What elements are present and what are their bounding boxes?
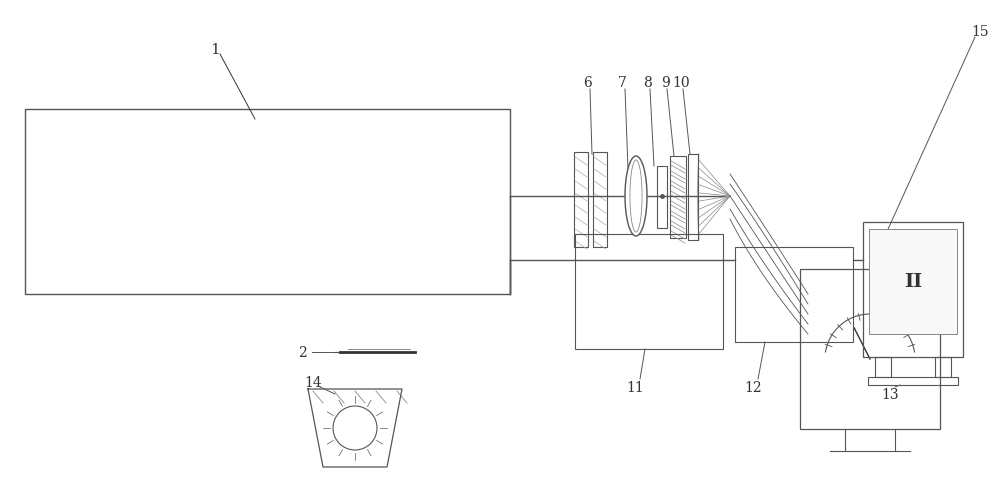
Bar	[868, 377, 958, 385]
Bar	[593, 153, 607, 247]
Text: 10: 10	[672, 76, 690, 90]
Ellipse shape	[630, 161, 642, 232]
Text: 15: 15	[971, 25, 989, 39]
Text: 2: 2	[298, 346, 306, 359]
Bar	[800, 269, 940, 429]
Text: 8: 8	[644, 76, 652, 90]
Bar	[869, 229, 957, 334]
Bar	[863, 223, 963, 357]
Bar	[688, 155, 698, 241]
Text: 14: 14	[304, 375, 322, 389]
Text: 7: 7	[618, 76, 626, 90]
Text: II: II	[904, 272, 922, 290]
Bar	[935, 357, 951, 377]
Text: 6: 6	[583, 76, 591, 90]
Bar	[875, 357, 891, 377]
Bar	[25, 110, 510, 294]
Text: 1: 1	[210, 43, 220, 57]
Text: 9: 9	[661, 76, 669, 90]
Ellipse shape	[625, 157, 647, 237]
Bar	[735, 247, 853, 342]
Bar	[574, 153, 588, 247]
Text: 11: 11	[626, 380, 644, 394]
Bar	[670, 157, 686, 239]
Text: 12: 12	[744, 380, 762, 394]
Bar	[657, 167, 667, 228]
Bar	[575, 235, 723, 349]
Text: 13: 13	[881, 387, 899, 401]
